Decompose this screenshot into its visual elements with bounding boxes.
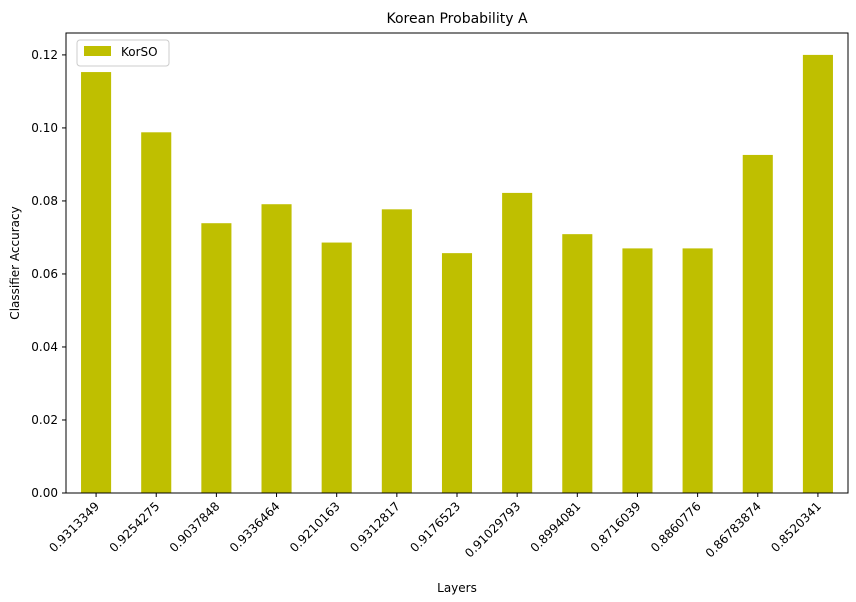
bar <box>321 242 352 493</box>
bar <box>562 234 593 493</box>
y-axis: 0.00 0.02 0.04 0.06 0.08 0.10 0.12 <box>31 48 66 500</box>
bar <box>622 248 653 493</box>
y-tick-label: 0.06 <box>31 267 58 281</box>
x-tick-label: 0.9312817 <box>347 499 403 555</box>
bar <box>802 54 833 494</box>
bar <box>381 209 412 494</box>
plot-frame <box>65 32 849 494</box>
x-tick-label: 0.8860776 <box>648 499 704 555</box>
x-tick-label: 0.91029793 <box>462 499 523 560</box>
bar <box>141 132 172 494</box>
x-tick-label: 0.9336464 <box>227 499 283 555</box>
bar <box>502 192 533 493</box>
legend-swatch <box>84 46 111 56</box>
x-tick-label: 0.9254275 <box>107 499 163 555</box>
y-tick-label: 0.04 <box>31 340 58 354</box>
y-tick-label: 0.12 <box>31 48 58 62</box>
x-tick-label: 0.86783874 <box>703 499 764 560</box>
x-axis-label: Layers <box>437 581 477 595</box>
x-tick-label: 0.8520341 <box>768 499 824 555</box>
bar <box>441 253 473 493</box>
bar <box>261 204 292 493</box>
bar <box>682 248 713 493</box>
x-tick-label: 0.9313349 <box>46 499 102 555</box>
y-tick-label: 0.08 <box>31 194 58 208</box>
legend-label: KorSO <box>121 45 158 59</box>
x-tick-label: 0.8716039 <box>588 499 644 555</box>
bar <box>81 72 112 494</box>
chart-title: Korean Probability A <box>386 11 527 27</box>
bars-group <box>81 54 833 494</box>
y-tick-label: 0.10 <box>31 121 58 135</box>
x-tick-label: 0.9210163 <box>287 499 343 555</box>
y-tick-label: 0.02 <box>31 413 58 427</box>
y-tick-label: 0.00 <box>31 486 58 500</box>
bar <box>742 154 773 493</box>
x-tick-label: 0.9176523 <box>407 499 463 555</box>
x-axis: 0.9313349 0.9254275 0.9037848 0.9336464 0.92… <box>46 493 824 560</box>
legend: KorSO <box>76 39 170 67</box>
x-tick-label: 0.8994081 <box>528 499 584 555</box>
bar <box>201 223 232 493</box>
x-tick-label: 0.9037848 <box>167 499 223 555</box>
y-axis-label: Classifier Accuracy <box>8 206 22 319</box>
